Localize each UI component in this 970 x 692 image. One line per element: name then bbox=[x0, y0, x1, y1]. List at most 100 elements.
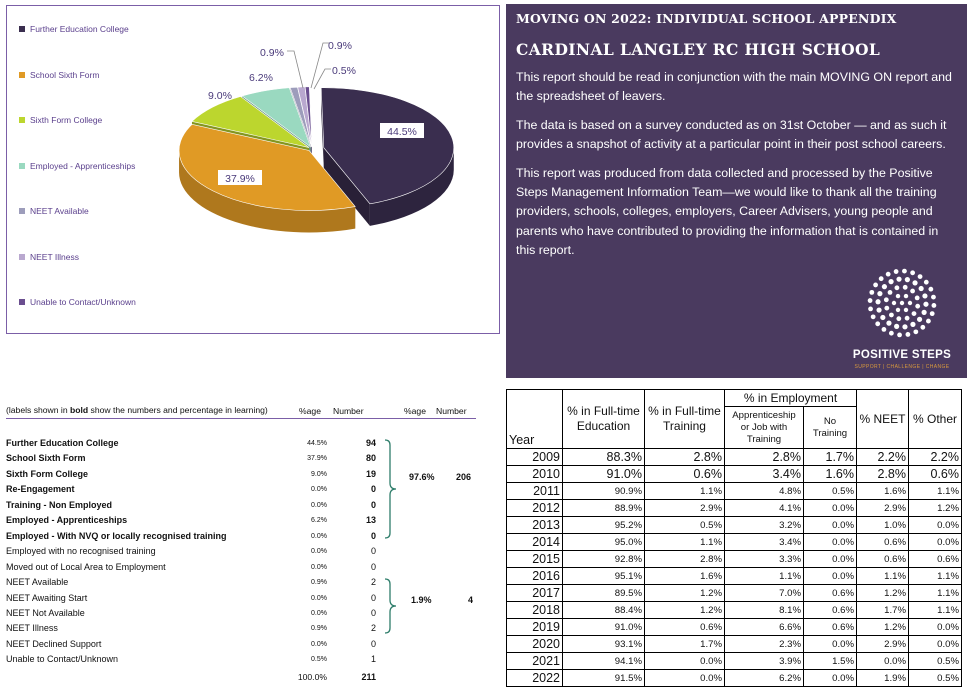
fte-cell: 88.3% bbox=[562, 448, 645, 466]
destination-pct: 6.2% bbox=[311, 517, 327, 525]
pie-data-label: 0.9% bbox=[260, 47, 284, 59]
positive-steps-logo: POSITIVE STEPS SUPPORT | CHALLENGE | CHA… bbox=[847, 266, 957, 370]
destination-pct: 0.5% bbox=[311, 656, 327, 664]
intro-paragraph: This report should be read in conjunctio… bbox=[516, 70, 952, 104]
pie-svg: 44.5% 37.9% 9.0% 6.2% 0.9% 0.9% 0.5% bbox=[178, 40, 455, 233]
ftt-cell: 2.8% bbox=[644, 550, 725, 568]
destination-number: 2 bbox=[370, 623, 376, 634]
history-row: 2009 88.3% 2.8% 2.8% 1.7% 2.2% 2.2% bbox=[506, 448, 962, 466]
ftt-cell: 1.7% bbox=[644, 635, 725, 653]
destination-pct: 0.9% bbox=[311, 625, 327, 633]
learning-bracket-icon bbox=[384, 439, 397, 539]
no-training-cell: 0.0% bbox=[803, 550, 857, 568]
destination-row: Sixth Form College 9.0% 19 bbox=[6, 469, 502, 484]
pie-slice-side bbox=[179, 150, 356, 233]
ftt-cell: 0.0% bbox=[644, 669, 725, 687]
other-cell: 0.5% bbox=[908, 669, 962, 687]
other-cell: 0.0% bbox=[908, 533, 962, 551]
destination-number: 0 bbox=[370, 499, 376, 510]
leader-line bbox=[313, 68, 331, 90]
destination-label: Employed - Apprenticeships bbox=[6, 515, 128, 526]
legend-swatch bbox=[19, 208, 25, 214]
destination-number: 0 bbox=[370, 484, 376, 495]
legend-swatch bbox=[19, 253, 25, 260]
destination-pct: 0.0% bbox=[311, 563, 327, 571]
col-ftt-header: % in Full-time Training bbox=[644, 389, 725, 449]
fte-cell: 95.1% bbox=[562, 567, 645, 585]
ftt-cell: 0.6% bbox=[644, 618, 725, 636]
destination-number: 0 bbox=[370, 592, 376, 603]
destination-row: Training - Non Employed 0.0% 0 bbox=[6, 500, 502, 515]
no-training-cell: 0.6% bbox=[803, 601, 857, 619]
destination-number: 0 bbox=[370, 638, 376, 649]
fte-cell: 91.0% bbox=[562, 465, 645, 483]
col-pct-header: %age bbox=[299, 406, 321, 416]
legend-item: NEET Illness bbox=[19, 252, 79, 262]
ftt-cell: 1.1% bbox=[644, 482, 725, 500]
destination-label: Training - Non Employed bbox=[6, 499, 113, 510]
destination-label: Further Education College bbox=[6, 438, 119, 448]
year-cell: 2011 bbox=[506, 482, 563, 500]
destination-label: Moved out of Local Area to Employment bbox=[6, 561, 166, 572]
learning-number: 206 bbox=[456, 472, 472, 482]
destination-row: NEET Illness 0.9% 2 bbox=[6, 623, 502, 638]
pie-data-label: 0.5% bbox=[332, 65, 356, 77]
apprenticeship-cell: 6.2% bbox=[724, 669, 804, 687]
destination-pct: 0.0% bbox=[311, 501, 327, 509]
no-training-cell: 1.7% bbox=[803, 448, 857, 466]
fte-cell: 88.4% bbox=[562, 601, 645, 619]
fte-cell: 93.1% bbox=[562, 635, 645, 653]
other-cell: 1.1% bbox=[908, 584, 962, 602]
destination-label: Unable to Contact/Unknown bbox=[6, 654, 119, 665]
neet-cell: 1.7% bbox=[856, 601, 909, 619]
destination-pct: 0.0% bbox=[311, 486, 327, 494]
pie-slice bbox=[241, 87, 312, 148]
destination-row: Employed with no recognised training 0.0%… bbox=[6, 546, 502, 561]
history-rows: 2009 88.3% 2.8% 2.8% 1.7% 2.2% 2.2% 2010 91.0% 0.… bbox=[506, 448, 962, 687]
table-caption: (labels shown in bold show the numbers a… bbox=[6, 405, 268, 415]
other-cell: 0.0% bbox=[908, 635, 962, 653]
fte-cell: 91.0% bbox=[562, 618, 645, 636]
ftt-cell: 1.2% bbox=[644, 584, 725, 602]
history-row: 2016 95.1% 1.6% 1.1% 0.0% 1.1% 1.1% bbox=[506, 567, 962, 585]
no-training-cell: 0.6% bbox=[803, 584, 857, 602]
destination-row: Re-Engagement 0.0% 0 bbox=[6, 484, 502, 499]
col-pct2-header: %age bbox=[404, 406, 426, 416]
ftt-cell: 1.6% bbox=[644, 567, 725, 585]
apprenticeship-cell: 7.0% bbox=[724, 584, 804, 602]
destination-number: 1 bbox=[370, 654, 376, 665]
col-other-header: % Other bbox=[908, 389, 962, 449]
dots-logo-icon bbox=[867, 268, 937, 338]
survey-paragraph: The data is based on a survey conducted … bbox=[516, 117, 947, 152]
destination-pct: 0.0% bbox=[311, 594, 327, 602]
apprenticeship-cell: 2.8% bbox=[724, 448, 804, 466]
year-cell: 2015 bbox=[506, 550, 563, 568]
col-neet-header: % NEET bbox=[856, 389, 909, 449]
col-year-header: Year bbox=[506, 389, 563, 449]
destination-row: NEET Declined Support 0.0% 0 bbox=[6, 639, 502, 654]
year-cell: 2020 bbox=[506, 635, 563, 653]
year-cell: 2018 bbox=[506, 601, 563, 619]
destination-number: 13 bbox=[365, 515, 376, 526]
year-cell: 2021 bbox=[506, 652, 563, 670]
destination-row: School Sixth Form 37.9% 80 bbox=[6, 453, 502, 468]
destination-pct: 0.0% bbox=[311, 609, 327, 617]
destinations-table: (labels shown in bold show the numbers a… bbox=[6, 401, 502, 692]
leader-line bbox=[310, 42, 329, 89]
legend-label: NEET Illness bbox=[30, 251, 79, 262]
pie-slice bbox=[320, 87, 455, 205]
pie-slice bbox=[191, 96, 310, 148]
apprenticeship-cell: 3.4% bbox=[724, 465, 804, 483]
neet-cell: 1.1% bbox=[856, 567, 909, 585]
legend-item: School Sixth Form bbox=[19, 70, 99, 80]
caption-text: (labels shown in bbox=[6, 405, 71, 415]
history-row: 2015 92.8% 2.8% 3.3% 0.0% 0.6% 0.6% bbox=[506, 550, 962, 568]
logo-name: POSITIVE STEPS bbox=[852, 349, 952, 361]
legend-swatch bbox=[19, 117, 25, 123]
history-row: 2014 95.0% 1.1% 3.4% 0.0% 0.6% 0.0% bbox=[506, 533, 962, 551]
destination-pct: 0.0% bbox=[311, 548, 327, 556]
other-cell: 1.1% bbox=[908, 482, 962, 500]
destination-pct: 9.0% bbox=[311, 470, 327, 478]
destination-label: NEET Available bbox=[6, 577, 69, 588]
neet-cell: 1.2% bbox=[856, 618, 909, 636]
